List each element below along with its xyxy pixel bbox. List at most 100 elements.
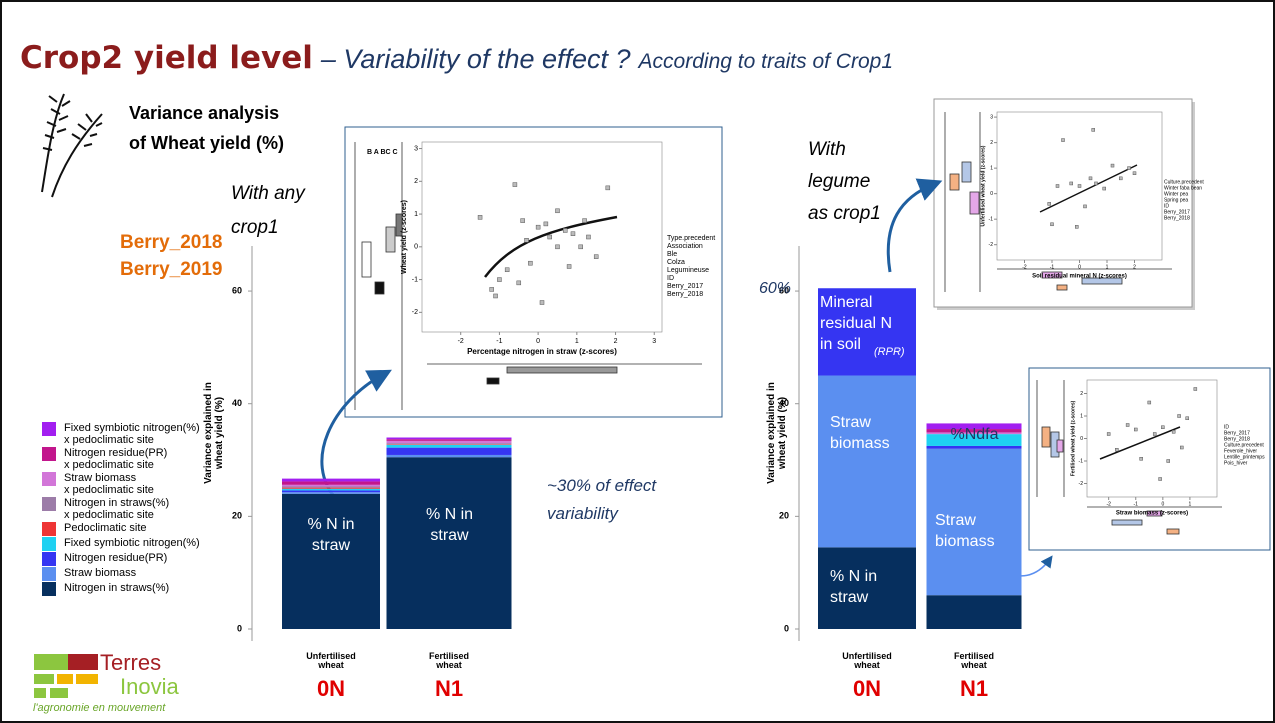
note: ~30% of effect variability xyxy=(547,472,656,528)
legend-label: Nitrogen residue(PR) x pedoclimatic site xyxy=(64,447,167,471)
x-tick-label: 2 xyxy=(1133,264,1136,270)
bar-segment xyxy=(818,376,916,548)
y-tick-label: 0 xyxy=(414,244,418,251)
y-tick-label: 3 xyxy=(414,145,418,152)
bar-segment xyxy=(927,446,1022,449)
point xyxy=(525,238,529,242)
y-tick-label: 2 xyxy=(990,140,993,146)
point xyxy=(1056,185,1059,188)
legend-swatch xyxy=(42,567,56,581)
bar-annotation: Straw biomass xyxy=(935,510,995,552)
legend-swatch xyxy=(42,522,56,536)
y-axis-label: Variance explained in wheat yield (%) xyxy=(766,333,788,533)
arrow xyxy=(888,184,934,272)
x-sublabel: 0N xyxy=(817,676,917,702)
bar-segment xyxy=(282,489,380,491)
note: With legume as crop1 xyxy=(808,134,881,230)
y-tick-label: -1 xyxy=(412,276,418,283)
point xyxy=(528,261,532,265)
bar-segment xyxy=(387,444,512,445)
legend-label: Fixed symbiotic nitrogen(%) x pedoclimat… xyxy=(64,422,200,446)
legend-swatch xyxy=(42,582,56,596)
x-tick-label: Fertilised wheat xyxy=(399,652,499,670)
point xyxy=(1062,139,1065,142)
point xyxy=(555,209,559,213)
bar-segment xyxy=(387,448,512,455)
point xyxy=(583,219,587,223)
point xyxy=(1194,388,1197,391)
point xyxy=(548,235,552,239)
wheat-icon xyxy=(42,94,102,197)
point xyxy=(1111,164,1114,167)
point xyxy=(1148,401,1151,404)
point xyxy=(1153,433,1156,436)
x-sublabel: N1 xyxy=(924,676,1024,702)
subtitle: – Variability of the effect ? xyxy=(321,44,631,74)
logo-text: Terres xyxy=(100,650,161,676)
y-axis-label: Fertilised wheat yield (z-scores) xyxy=(1070,400,1076,476)
point xyxy=(1186,417,1189,420)
point xyxy=(536,225,540,229)
bar-annotation: %Ndfa xyxy=(927,424,1022,445)
point xyxy=(606,186,610,190)
point xyxy=(555,245,559,249)
y-tick-label: 2 xyxy=(414,178,418,185)
legend-entry: Pois_hiver xyxy=(1224,460,1248,466)
legend-swatch xyxy=(42,552,56,566)
point xyxy=(490,287,494,291)
point xyxy=(1103,187,1106,190)
legend-swatch xyxy=(42,447,56,461)
legend-label: Pedoclimatic site xyxy=(64,522,147,534)
legend-entry: Legumineuse xyxy=(667,267,709,274)
point xyxy=(1161,426,1164,429)
bar-segment xyxy=(282,492,380,494)
point xyxy=(494,294,498,298)
y-tick-label: 60 xyxy=(232,285,242,295)
site: Berry_2019 xyxy=(120,259,222,281)
point xyxy=(1075,225,1078,228)
point xyxy=(1159,478,1162,481)
x-axis-label: Percentage nitrogen in straw (z-scores) xyxy=(467,347,617,356)
bar-annotation: 60% xyxy=(759,280,791,298)
point xyxy=(1167,460,1170,463)
point xyxy=(594,255,598,259)
point xyxy=(513,183,517,187)
y-tick-label: -2 xyxy=(412,309,418,316)
x-tick-label: Fertilised wheat xyxy=(924,652,1024,670)
point xyxy=(1140,457,1143,460)
point xyxy=(1133,172,1136,175)
logo-mark xyxy=(34,654,98,698)
legend-item: Straw biomass xyxy=(42,567,242,581)
point xyxy=(1048,202,1051,205)
heading: Variance analysis of Wheat yield (%) xyxy=(129,98,284,158)
point xyxy=(571,232,575,236)
x-tick-label: -1 xyxy=(1050,264,1055,270)
legend-entry: Berry_2017 xyxy=(667,283,703,290)
point xyxy=(540,301,544,305)
logo-tagline: l'agronomie en mouvement xyxy=(33,702,165,714)
point xyxy=(579,245,583,249)
point xyxy=(1084,205,1087,208)
x-tick-label: -1 xyxy=(1134,501,1139,507)
legend-entry: Berry_2018 xyxy=(1164,215,1190,221)
site: Berry_2018 xyxy=(120,232,222,254)
point xyxy=(497,278,501,282)
x-sublabel: 0N xyxy=(281,676,381,702)
bar-segment xyxy=(387,445,512,448)
y-tick-label: 1 xyxy=(990,165,993,171)
point xyxy=(1092,128,1095,131)
bar-segment xyxy=(387,443,512,444)
legend-entry: ID xyxy=(667,275,674,282)
x-tick-label: 2 xyxy=(614,338,618,345)
point xyxy=(544,222,548,226)
logo-text: Inovia xyxy=(120,674,179,700)
legend-swatch xyxy=(42,422,56,436)
title-block: Crop2 yield level – Variability of the ef… xyxy=(20,40,893,76)
point xyxy=(1070,182,1073,185)
title: Crop2 yield level xyxy=(20,40,313,76)
y-tick-label: 0 xyxy=(1080,436,1083,442)
legend-label: Straw biomass xyxy=(64,567,136,579)
x-sublabel: N1 xyxy=(399,676,499,702)
bar-segment xyxy=(387,441,512,443)
bar-segment xyxy=(387,438,512,440)
